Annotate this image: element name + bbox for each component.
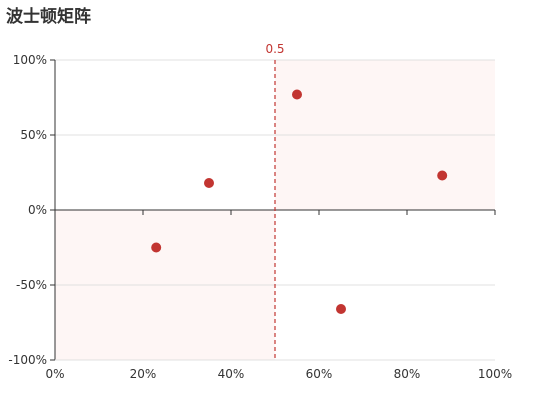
y-tick-label-4: 100% (13, 53, 47, 67)
data-point-0-4 (437, 170, 448, 181)
data-point-0-3 (336, 304, 346, 314)
x-tick-label-2: 40% (218, 367, 245, 381)
x-tick-label-1: 20% (130, 367, 157, 381)
y-tick-label-2: 0% (28, 203, 47, 217)
y-tick-label-0: -100% (8, 353, 47, 367)
y-tick-label-3: 50% (20, 128, 47, 142)
data-point-0-0 (151, 242, 162, 253)
chart-title: 波士顿矩阵 (6, 7, 91, 27)
data-point-0-1 (204, 178, 214, 188)
y-tick-label-1: -50% (16, 278, 47, 292)
data-point-0-2 (292, 89, 302, 100)
mark-line-label: 0.5 (265, 42, 284, 56)
x-tick-label-4: 80% (394, 367, 421, 381)
x-tick-label-0: 0% (45, 367, 64, 381)
x-tick-label-3: 60% (306, 367, 333, 381)
x-tick-label-5: 100% (478, 367, 512, 381)
